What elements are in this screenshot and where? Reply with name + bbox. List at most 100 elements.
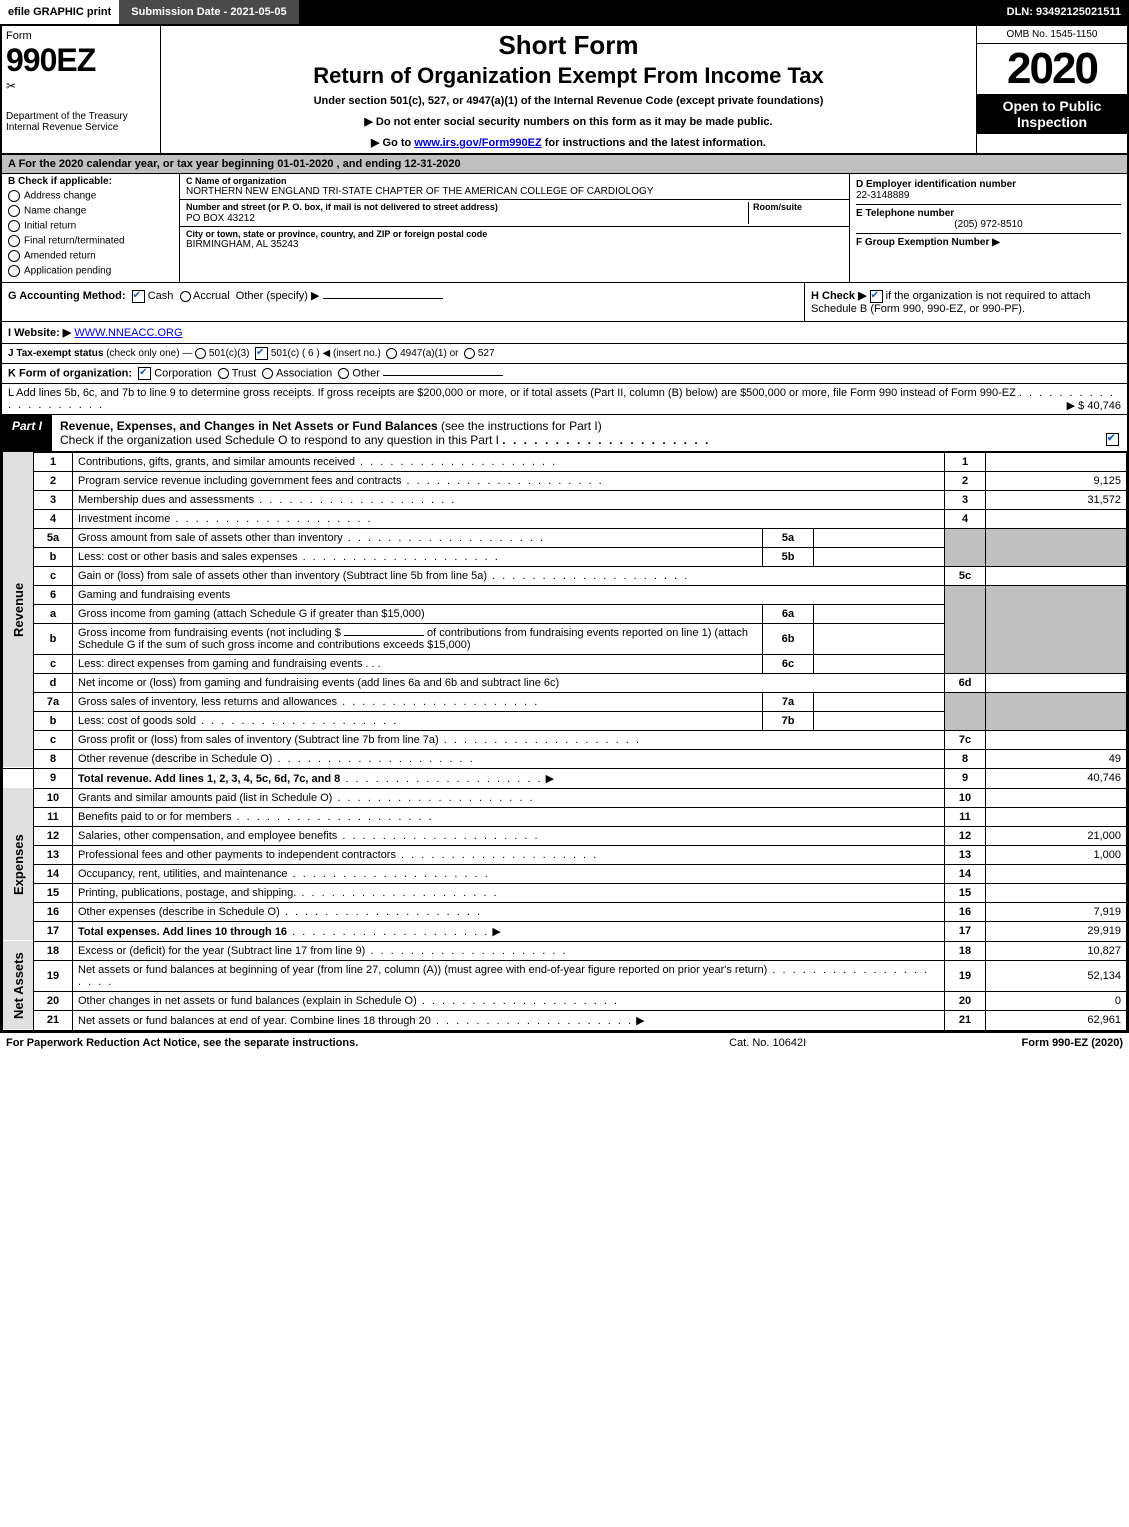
- line-10-text: Grants and similar amounts paid (list in…: [73, 788, 945, 807]
- chk-501c3[interactable]: [195, 348, 206, 359]
- form-number: 990EZ: [6, 42, 156, 79]
- line-6a-num: a: [34, 604, 73, 623]
- goto-pre: ▶ Go to: [371, 137, 414, 149]
- irs-label: Internal Revenue Service: [6, 122, 156, 133]
- line-16-num: 16: [34, 902, 73, 921]
- line-5a-num: 5a: [34, 528, 73, 547]
- line-19-text: Net assets or fund balances at beginning…: [73, 960, 945, 991]
- chk-association[interactable]: [262, 368, 273, 379]
- line-20-ref: 20: [945, 991, 986, 1010]
- page-footer: For Paperwork Reduction Act Notice, see …: [0, 1033, 1129, 1053]
- line-6-grey: [945, 585, 986, 673]
- line-21-num: 21: [34, 1010, 73, 1030]
- line-15-text: Printing, publications, postage, and shi…: [73, 883, 945, 902]
- lbl-name-change: Name change: [24, 206, 86, 217]
- line-6a-text: Gross income from gaming (attach Schedul…: [73, 604, 763, 623]
- subtitle-goto: ▶ Go to www.irs.gov/Form990EZ for instru…: [169, 136, 968, 149]
- group-exemption-label: F Group Exemption Number ▶: [856, 237, 1000, 248]
- line-9-amt: 40,746: [986, 768, 1127, 788]
- line-5b-inner: [814, 547, 945, 566]
- city-value: BIRMINGHAM, AL 35243: [186, 239, 843, 250]
- part-1-title: Revenue, Expenses, and Changes in Net As…: [52, 415, 1127, 451]
- omb-number: OMB No. 1545-1150: [977, 26, 1127, 44]
- line-7c-amt: [986, 730, 1127, 749]
- line-9-text: Total revenue. Add lines 1, 2, 3, 4, 5c,…: [73, 768, 945, 788]
- line-5a-ref: 5a: [763, 528, 814, 547]
- line-7a-text: Gross sales of inventory, less returns a…: [73, 692, 763, 711]
- lbl-527: 527: [478, 348, 495, 359]
- line-19-num: 19: [34, 960, 73, 991]
- line-7c-num: c: [34, 730, 73, 749]
- chk-527[interactable]: [464, 348, 475, 359]
- line-10-ref: 10: [945, 788, 986, 807]
- line-7-amt-grey: [986, 692, 1127, 730]
- line-8-amt: 49: [986, 749, 1127, 768]
- line-18-text: Excess or (deficit) for the year (Subtra…: [73, 941, 945, 960]
- line-7b-ref: 7b: [763, 711, 814, 730]
- website-link[interactable]: WWW.NNEACC.ORG: [74, 327, 182, 339]
- line-5c-text: Gain or (loss) from sale of assets other…: [73, 566, 945, 585]
- tel-value: (205) 972-8510: [856, 219, 1121, 230]
- line-13-text: Professional fees and other payments to …: [73, 845, 945, 864]
- part-1-check-text: Check if the organization used Schedule …: [60, 433, 499, 447]
- chk-accrual[interactable]: [180, 291, 191, 302]
- line-6a-ref: 6a: [763, 604, 814, 623]
- line-14-amt: [986, 864, 1127, 883]
- chk-initial-return[interactable]: [8, 220, 20, 232]
- line-6d-amt: [986, 673, 1127, 692]
- tax-exempt-label: J Tax-exempt status: [8, 348, 103, 359]
- line-8-text: Other revenue (describe in Schedule O): [73, 749, 945, 768]
- line-6c-inner: [814, 654, 945, 673]
- chk-address-change[interactable]: [8, 190, 20, 202]
- line-4-num: 4: [34, 509, 73, 528]
- chk-501c[interactable]: [255, 347, 268, 360]
- line-15-ref: 15: [945, 883, 986, 902]
- line-5-amt-grey: [986, 528, 1127, 566]
- line-5c-ref: 5c: [945, 566, 986, 585]
- line-9-num: 9: [34, 768, 73, 788]
- lbl-other-method: Other (specify) ▶: [236, 290, 320, 302]
- chk-other-org[interactable]: [338, 368, 349, 379]
- header-right: OMB No. 1545-1150 2020 Open to Public In…: [976, 26, 1127, 153]
- chk-4947a1[interactable]: [386, 348, 397, 359]
- line-3-ref: 3: [945, 490, 986, 509]
- efile-label[interactable]: efile GRAPHIC print: [0, 0, 119, 24]
- vtab-revenue: Revenue: [3, 452, 34, 768]
- line-6b-blank[interactable]: [344, 635, 424, 636]
- lbl-association: Association: [276, 367, 332, 379]
- chk-final-return[interactable]: [8, 235, 20, 247]
- chk-trust[interactable]: [218, 368, 229, 379]
- lbl-other-org: Other: [352, 367, 380, 379]
- row-i: I Website: ▶ WWW.NNEACC.ORG: [2, 322, 1127, 344]
- line-6-num: 6: [34, 585, 73, 604]
- accounting-label: G Accounting Method:: [8, 290, 126, 302]
- line-12-num: 12: [34, 826, 73, 845]
- irs-link[interactable]: www.irs.gov/Form990EZ: [414, 137, 541, 149]
- line-8-ref: 8: [945, 749, 986, 768]
- lbl-address-change: Address change: [24, 191, 96, 202]
- row-bc: B Check if applicable: Address change Na…: [2, 174, 1127, 283]
- line-6d-num: d: [34, 673, 73, 692]
- line-7c-text: Gross profit or (loss) from sales of inv…: [73, 730, 945, 749]
- org-name: NORTHERN NEW ENGLAND TRI-STATE CHAPTER O…: [186, 186, 843, 197]
- line-1-ref: 1: [945, 452, 986, 471]
- part-1-header: Part I Revenue, Expenses, and Changes in…: [2, 415, 1127, 452]
- line-15-amt: [986, 883, 1127, 902]
- line-5c-num: c: [34, 566, 73, 585]
- chk-amended-return[interactable]: [8, 250, 20, 262]
- chk-schedule-b-not-required[interactable]: [870, 290, 883, 303]
- other-method-input[interactable]: [323, 298, 443, 299]
- chk-name-change[interactable]: [8, 205, 20, 217]
- tax-year: 2020: [977, 44, 1127, 94]
- street-value: PO BOX 43212: [186, 213, 748, 224]
- chk-schedule-o-used[interactable]: [1106, 433, 1119, 446]
- dept-treasury: Department of the Treasury: [6, 111, 156, 122]
- row-gh: G Accounting Method: Cash Accrual Other …: [2, 283, 1127, 322]
- other-org-input[interactable]: [383, 375, 503, 376]
- chk-cash[interactable]: [132, 290, 145, 303]
- row-k: K Form of organization: Corporation Trus…: [2, 364, 1127, 384]
- chk-corporation[interactable]: [138, 367, 151, 380]
- chk-application-pending[interactable]: [8, 265, 20, 277]
- form-org-label: K Form of organization:: [8, 367, 132, 379]
- line-12-ref: 12: [945, 826, 986, 845]
